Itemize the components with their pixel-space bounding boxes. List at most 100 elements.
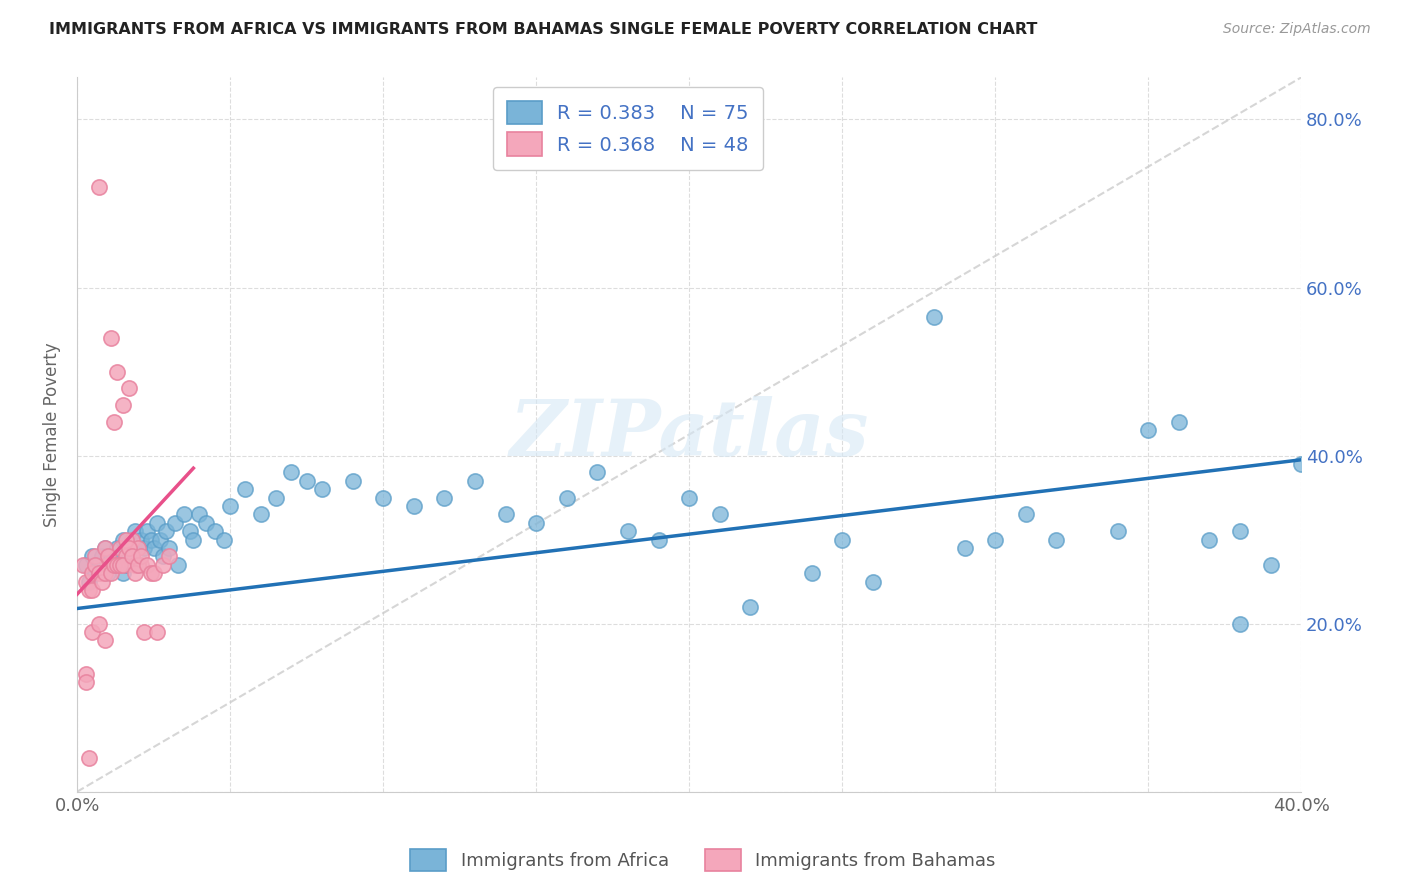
Point <box>90 549 112 564</box>
Point <box>1107 524 1129 539</box>
Point <box>152 558 174 572</box>
Text: IMMIGRANTS FROM AFRICA VS IMMIGRANTS FROM BAHAMAS SINGLE FEMALE POVERTY CORRELAT: IMMIGRANTS FROM AFRICA VS IMMIGRANTS FRO… <box>49 22 1038 37</box>
Point <box>111 558 134 572</box>
Point <box>75 675 97 690</box>
Point <box>249 508 271 522</box>
Point <box>97 549 120 564</box>
Point <box>1015 508 1038 522</box>
Point <box>100 549 122 564</box>
Point <box>108 549 131 564</box>
Point <box>75 558 97 572</box>
Point <box>84 549 107 564</box>
Point <box>524 516 547 530</box>
Point <box>108 558 131 572</box>
Point <box>97 566 120 581</box>
Point <box>145 516 167 530</box>
Point <box>121 533 143 547</box>
Point <box>1289 457 1312 471</box>
Point <box>142 566 165 581</box>
Point <box>115 533 138 547</box>
Point <box>922 310 945 324</box>
Point <box>464 474 486 488</box>
Point <box>82 582 104 597</box>
Legend: R = 0.383    N = 75, R = 0.368    N = 48: R = 0.383 N = 75, R = 0.368 N = 48 <box>494 87 762 169</box>
Point <box>131 558 153 572</box>
Point <box>79 574 101 589</box>
Point <box>142 541 165 555</box>
Point <box>111 566 134 581</box>
Point <box>124 558 146 572</box>
Point <box>115 558 138 572</box>
Point <box>1260 558 1282 572</box>
Point <box>740 599 762 614</box>
Point <box>586 466 609 480</box>
Point <box>371 491 394 505</box>
Point <box>127 541 149 555</box>
Point <box>93 541 115 555</box>
Point <box>155 524 177 539</box>
Text: Source: ZipAtlas.com: Source: ZipAtlas.com <box>1223 22 1371 37</box>
Point <box>82 549 104 564</box>
Point <box>118 541 141 555</box>
Point <box>984 533 1007 547</box>
Point <box>97 558 120 572</box>
Point <box>678 491 700 505</box>
Point <box>79 582 101 597</box>
Point <box>124 566 146 581</box>
Point <box>157 549 180 564</box>
Point <box>433 491 456 505</box>
Point <box>90 566 112 581</box>
Point <box>555 491 578 505</box>
Point <box>131 549 153 564</box>
Point <box>82 625 104 640</box>
Point <box>103 415 125 429</box>
Point <box>108 541 131 555</box>
Point <box>111 533 134 547</box>
Point <box>219 499 242 513</box>
Point <box>93 541 115 555</box>
Point <box>134 625 156 640</box>
Point <box>84 566 107 581</box>
Point <box>115 549 138 564</box>
Point <box>100 566 122 581</box>
Point <box>87 566 110 581</box>
Point <box>75 667 97 681</box>
Point <box>647 533 669 547</box>
Point <box>152 549 174 564</box>
Point <box>280 466 302 480</box>
Point <box>1167 415 1189 429</box>
Point <box>105 365 128 379</box>
Point <box>1229 616 1251 631</box>
Point <box>862 574 884 589</box>
Point <box>167 558 190 572</box>
Point <box>121 549 143 564</box>
Point <box>75 574 97 589</box>
Point <box>311 482 333 496</box>
Point <box>157 541 180 555</box>
Point <box>93 633 115 648</box>
Point <box>127 558 149 572</box>
Point <box>87 179 110 194</box>
Point <box>204 524 226 539</box>
Point <box>295 474 318 488</box>
Point <box>87 616 110 631</box>
Y-axis label: Single Female Poverty: Single Female Poverty <box>44 343 60 527</box>
Point <box>72 558 94 572</box>
Point <box>87 558 110 572</box>
Legend: Immigrants from Africa, Immigrants from Bahamas: Immigrants from Africa, Immigrants from … <box>404 842 1002 879</box>
Point <box>118 381 141 395</box>
Point <box>79 751 101 765</box>
Point <box>173 508 195 522</box>
Point <box>495 508 517 522</box>
Point <box>134 541 156 555</box>
Point <box>194 516 217 530</box>
Point <box>831 533 853 547</box>
Point <box>235 482 257 496</box>
Point <box>145 625 167 640</box>
Point <box>402 499 425 513</box>
Point <box>103 558 125 572</box>
Point <box>212 533 235 547</box>
Point <box>183 533 205 547</box>
Point <box>93 566 115 581</box>
Point <box>118 541 141 555</box>
